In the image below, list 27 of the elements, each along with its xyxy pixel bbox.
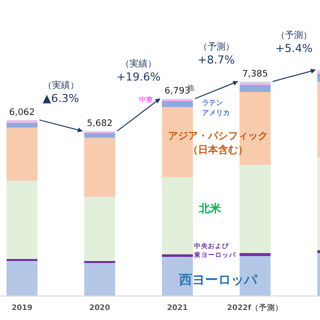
bar [162,177,193,254]
bar [84,132,116,138]
bar [84,196,116,261]
annotation: 5,682 [86,119,113,130]
bar [240,164,271,254]
series-label: 西ヨーロッパ [178,273,258,288]
annotation: （実績） ▲6.3% [42,80,80,105]
bar [162,100,193,108]
annotation: 7,385 [242,70,268,80]
bar [84,260,116,264]
bar [84,263,116,296]
bar [162,254,193,257]
text: （予測） +5.4% [275,30,313,55]
annotation: （実績） +19.6% [116,58,161,84]
bar [6,180,38,259]
bar [240,253,271,256]
bar [240,84,271,92]
bar [240,92,271,165]
bar [6,260,38,296]
text: （予測） +8.7% [198,42,235,67]
annotation: 6,062 [9,108,35,118]
annotation: 6,793 [164,86,190,97]
series-label: 北米 [198,202,222,215]
bar [84,138,116,197]
bar [6,128,38,181]
bar [6,122,38,128]
series-label: アジア・パシフィック（日本含む） [168,131,268,156]
